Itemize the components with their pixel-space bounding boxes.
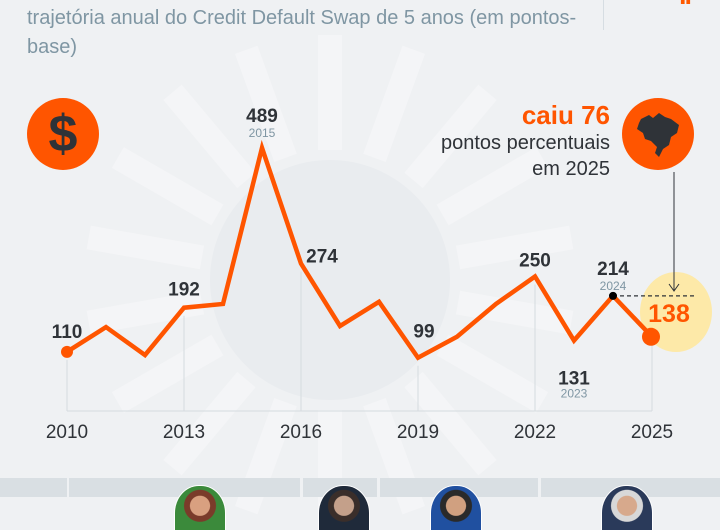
portrait-4 xyxy=(601,485,653,530)
portrait-2 xyxy=(318,485,370,530)
data-label: 274 xyxy=(306,247,338,268)
series-line xyxy=(65,139,654,361)
bg-ray xyxy=(455,290,574,335)
data-sublabel: 2023 xyxy=(561,387,588,401)
data-point xyxy=(339,324,341,327)
bg-ray xyxy=(111,147,224,226)
timeline-band xyxy=(0,478,67,497)
end-point xyxy=(642,327,660,346)
bg-ray xyxy=(363,45,426,162)
data-point xyxy=(183,306,185,309)
data-label: 250 xyxy=(519,251,551,272)
data-label: 489 xyxy=(246,106,278,127)
x-tick-label: 2016 xyxy=(280,422,322,443)
x-tick-label: 2019 xyxy=(397,422,439,443)
callout-headline: caiu 76 xyxy=(521,100,610,130)
start-point xyxy=(61,345,73,358)
bg-ray xyxy=(234,45,297,162)
bg-ray xyxy=(436,334,549,413)
x-tick-label: 2022 xyxy=(514,422,556,443)
callout-arrow-head xyxy=(668,283,680,292)
data-point xyxy=(495,302,497,305)
timeline-band xyxy=(69,478,300,497)
data-point xyxy=(222,302,224,305)
x-tick-label: 2025 xyxy=(631,422,673,443)
data-label: 110 xyxy=(52,322,83,343)
portrait-1 xyxy=(174,485,226,530)
chart-subtitle: trajetória anual do Credit Default Swap … xyxy=(27,7,577,58)
data-sublabel: 2024 xyxy=(600,279,627,293)
brazil-map-icon xyxy=(622,98,694,170)
data-label: 99 xyxy=(413,322,434,343)
bg-ray xyxy=(86,225,205,270)
bg-ray xyxy=(455,225,574,270)
bg-ray xyxy=(86,290,205,335)
dollar-glyph: $ xyxy=(48,105,78,163)
bg-ray xyxy=(404,371,497,476)
data-point xyxy=(573,339,575,342)
bg-ray xyxy=(436,147,549,226)
data-label: 131 xyxy=(558,369,590,390)
data-point xyxy=(534,275,536,278)
divider xyxy=(603,0,604,30)
data-label: 192 xyxy=(168,280,200,301)
data-sublabel: 2015 xyxy=(249,126,276,140)
data-point xyxy=(144,354,146,357)
portrait-3 xyxy=(430,485,482,530)
point-2024 xyxy=(609,291,617,300)
data-point xyxy=(417,356,419,359)
x-tick-label: 2010 xyxy=(46,422,88,443)
dollar-icon: $ xyxy=(27,98,99,170)
data-point xyxy=(456,335,458,338)
data-label-2025: 138 xyxy=(648,300,690,328)
bg-sun xyxy=(210,160,450,400)
bg-ray xyxy=(111,334,224,413)
data-point xyxy=(300,262,302,265)
logo-mark: ▮▮ xyxy=(680,0,692,4)
data-point xyxy=(378,300,380,303)
callout-line1: pontos percentuais xyxy=(440,132,610,154)
bg-ray xyxy=(318,35,342,150)
data-point xyxy=(261,146,263,149)
data-label: 214 xyxy=(597,259,629,280)
callout: caiu 76 pontos percentuais em 2025 xyxy=(441,100,610,182)
bg-ray xyxy=(163,84,256,189)
data-point xyxy=(105,326,107,329)
callout-line2: em 2025 xyxy=(532,158,610,180)
bg-ray xyxy=(163,371,256,476)
bg-ray xyxy=(404,84,497,189)
x-tick-label: 2013 xyxy=(163,422,205,443)
